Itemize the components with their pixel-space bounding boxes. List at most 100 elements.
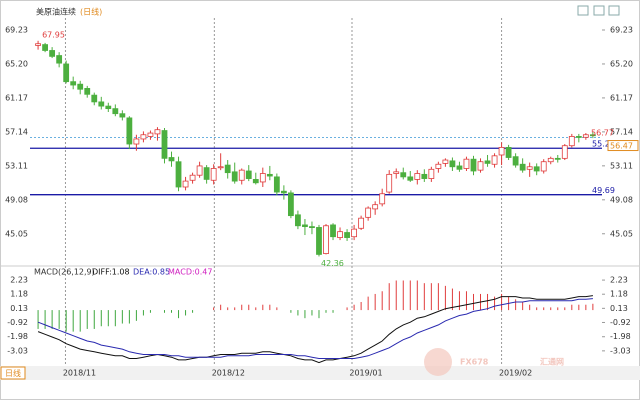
y-tick-label: 65.20	[5, 59, 28, 68]
candle-body	[421, 173, 428, 179]
candle-body	[526, 166, 533, 170]
y-tick-label: 1.18	[610, 290, 628, 299]
y-tick-label: 1.18	[10, 290, 28, 299]
candle-body	[393, 171, 400, 174]
candle-body	[484, 160, 491, 164]
candle-body	[316, 227, 322, 255]
y-tick-label: -1.98	[7, 332, 28, 341]
icon[interactable]	[593, 5, 605, 16]
watermark: 汇通网	[540, 357, 564, 367]
price-box	[607, 140, 639, 152]
y-tick-label: 69.23	[5, 26, 28, 35]
candle-body	[519, 163, 526, 171]
candle-body	[203, 167, 210, 180]
y-tick-label: -3.03	[610, 346, 631, 355]
candle-body	[119, 113, 126, 118]
candle-body	[456, 165, 463, 170]
candle-body	[217, 166, 224, 169]
price-label: 56.47	[610, 142, 633, 151]
last-price: 56.77	[591, 129, 614, 138]
candle-body	[372, 204, 379, 210]
candle-body	[442, 159, 449, 164]
y-tick-label: -1.98	[610, 332, 631, 341]
candle-body	[224, 164, 231, 174]
candle-body	[84, 88, 91, 95]
candle-body	[287, 192, 294, 217]
candle-body	[449, 160, 456, 168]
diff-line	[37, 295, 593, 364]
candle-body	[309, 226, 315, 229]
candle-body	[568, 136, 575, 147]
candle-body	[470, 158, 477, 172]
high-label: 67.95	[42, 30, 65, 39]
candle-body	[365, 207, 372, 218]
candle-body	[435, 163, 442, 169]
x-tick-label: 2019/01	[349, 369, 382, 378]
watermark: FX678	[460, 358, 489, 367]
candle-body	[337, 231, 343, 238]
y-tick-label: -0.92	[7, 318, 28, 327]
candle-body	[323, 225, 329, 254]
candle-body	[126, 117, 133, 145]
y-tick-label: -0.92	[610, 318, 631, 327]
icon[interactable]	[577, 5, 589, 16]
period-tab[interactable]	[0, 366, 26, 380]
candle-body	[147, 132, 154, 137]
candle-body	[238, 169, 245, 181]
candle-body	[140, 134, 147, 140]
candle-body	[98, 101, 105, 107]
macd-legend: DEA:0.85	[133, 268, 170, 277]
candle-body	[330, 224, 336, 238]
y-tick-label: 49.08	[610, 195, 633, 204]
candle-body	[302, 224, 308, 228]
y-tick-label: 65.20	[610, 59, 633, 68]
y-tick-label: 61.17	[610, 93, 633, 102]
chart-title: 美原油连续	[36, 7, 76, 17]
candle-body	[280, 190, 287, 194]
support-label: 49.69	[592, 186, 615, 195]
y-tick-label: 49.08	[5, 195, 28, 204]
icon[interactable]	[608, 5, 620, 16]
candle-body	[245, 170, 252, 179]
candle-body	[582, 134, 589, 138]
x-tick-label: 2018/11	[63, 369, 96, 378]
candle-body	[133, 138, 140, 145]
x-tick-label: 2018/12	[212, 369, 245, 378]
dea-line	[37, 298, 593, 359]
candle-body	[105, 105, 112, 110]
candle-body	[379, 193, 386, 205]
candle-body	[554, 157, 561, 160]
candle-body	[477, 161, 484, 171]
candle-body	[266, 173, 273, 177]
x-tick-label: 2019/02	[499, 369, 532, 378]
macd-title: MACD(26,12,9)	[34, 268, 95, 277]
candle-body	[358, 217, 365, 229]
macd-legend: MACD:0.47	[168, 268, 213, 277]
watermark-logo	[424, 348, 452, 376]
candle-body	[196, 165, 203, 176]
y-tick-label: 61.17	[5, 93, 28, 102]
candle-body	[112, 108, 119, 115]
candle-body	[428, 168, 435, 179]
candle-body	[498, 146, 505, 156]
candle-body	[589, 134, 596, 137]
y-tick-label: 45.05	[610, 229, 633, 238]
y-tick-label: 45.05	[5, 229, 28, 238]
candle-body	[210, 168, 217, 181]
toolbar-icons[interactable]	[577, 5, 620, 16]
period-tab-label[interactable]: 日线	[5, 368, 21, 378]
candle-body	[540, 161, 547, 172]
candle-body	[547, 157, 554, 163]
y-tick-label: 57.14	[610, 127, 633, 136]
candle-body	[35, 43, 41, 46]
low-label: 42.36	[321, 259, 344, 268]
candle-body	[386, 173, 393, 193]
candle-body	[175, 161, 182, 188]
y-tick-label: 69.23	[610, 26, 633, 35]
y-tick-label: 0.13	[10, 304, 28, 313]
candle-body	[63, 63, 70, 83]
macd-legend: DIFF:1.08	[92, 268, 130, 277]
candle-body	[91, 94, 98, 103]
candle-body	[273, 176, 280, 193]
